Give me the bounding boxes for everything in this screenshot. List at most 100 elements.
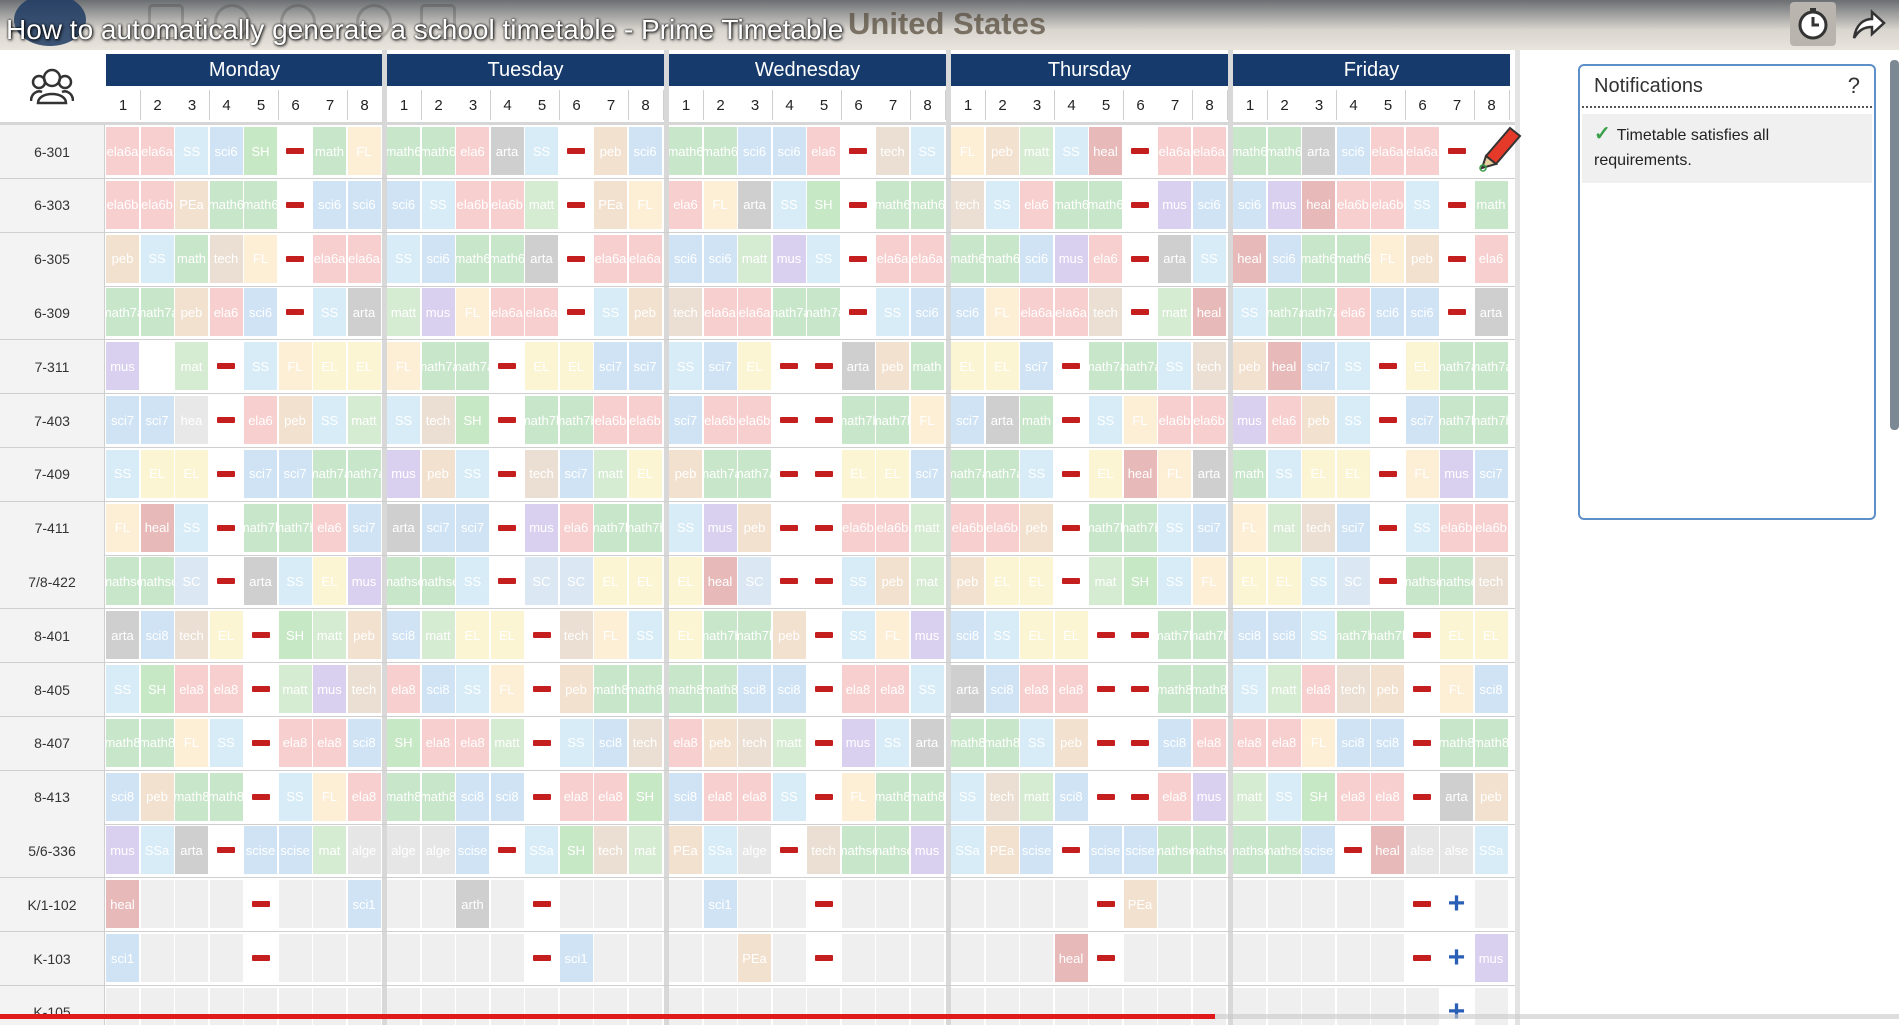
free-period-cell[interactable] [1440,127,1473,175]
lesson-cell[interactable]: FL [456,288,489,337]
lesson-cell[interactable]: arta [1440,772,1473,821]
lesson-cell[interactable]: sci1 [559,934,593,982]
empty-cell[interactable] [1302,880,1335,929]
free-period-cell[interactable] [1371,503,1404,552]
lesson-cell[interactable]: ela6b [140,180,174,229]
lesson-cell[interactable]: SSa [951,826,984,875]
class-label[interactable]: 7-411 [0,501,105,555]
lesson-cell[interactable]: math7a [1123,342,1157,391]
lesson-cell[interactable]: mathse [1233,826,1266,875]
lesson-cell[interactable]: arta [910,718,944,767]
lesson-cell[interactable]: SS [1054,127,1088,175]
lesson-cell[interactable]: SS [876,718,909,767]
empty-cell[interactable] [1192,934,1226,982]
lesson-cell[interactable]: arta [985,396,1019,444]
lesson-cell[interactable]: mathse [1192,826,1226,875]
lesson-cell[interactable]: math8 [175,772,208,821]
lesson-cell[interactable]: ela6a [490,288,524,337]
free-period-cell[interactable] [559,288,593,337]
lesson-cell[interactable]: ela8 [1020,665,1053,713]
class-label[interactable]: 8-413 [0,770,105,824]
lesson-cell[interactable]: mus [841,718,875,767]
free-period-cell[interactable] [525,718,558,767]
lesson-cell[interactable]: SS [456,449,489,498]
lesson-cell[interactable]: sci8 [1336,718,1370,767]
lesson-cell[interactable]: FL [876,611,909,660]
lesson-cell[interactable]: math7a [313,449,346,498]
lesson-cell[interactable]: EL [628,449,662,498]
lesson-cell[interactable]: peb [1054,718,1088,767]
lesson-cell[interactable]: math7b [1440,396,1473,444]
lesson-cell[interactable]: SS [1158,342,1191,391]
lesson-cell[interactable]: ela6a [347,234,381,283]
lesson-cell[interactable]: sci8 [1054,772,1088,821]
lesson-cell[interactable]: sci7 [559,449,593,498]
lesson-cell[interactable]: math7a [703,449,737,498]
free-period-cell[interactable] [807,611,840,660]
undo-icon[interactable] [280,4,316,40]
lesson-cell[interactable]: math7b [876,396,909,444]
lesson-cell[interactable]: math7b [1192,611,1226,660]
lesson-cell[interactable]: SS [1267,449,1301,498]
empty-cell[interactable] [1020,880,1053,929]
empty-cell[interactable] [876,880,909,929]
lesson-cell[interactable]: arta [1302,127,1335,175]
lesson-cell[interactable]: ela6 [1336,288,1370,337]
lesson-cell[interactable]: math7a [1089,342,1122,391]
lesson-cell[interactable]: matt [772,718,806,767]
edit-pencil[interactable] [1476,120,1526,172]
lesson-cell[interactable]: SS [1233,288,1266,337]
empty-cell[interactable] [1371,934,1404,982]
empty-cell[interactable] [1233,880,1266,929]
lesson-cell[interactable]: sci8 [490,772,524,821]
lesson-cell[interactable]: FL [703,180,737,229]
empty-cell[interactable] [525,987,558,1025]
day-header-friday[interactable]: Friday [1233,54,1510,86]
lesson-cell[interactable]: arta [175,826,208,875]
lesson-cell[interactable]: tech [559,611,593,660]
lesson-cell[interactable]: math6 [421,127,455,175]
empty-cell[interactable] [1158,880,1191,929]
free-period-cell[interactable] [1371,396,1404,444]
lesson-cell[interactable]: arta [1474,288,1508,337]
lesson-cell[interactable]: ela6b [106,180,139,229]
lesson-cell[interactable]: sci7 [456,503,489,552]
vertical-scrollbar[interactable] [1890,60,1899,430]
free-period-cell[interactable] [1054,449,1088,498]
free-period-cell[interactable] [244,772,277,821]
lesson-cell[interactable]: mus [387,449,420,498]
lesson-cell[interactable]: sci7 [140,396,174,444]
empty-cell[interactable] [1054,880,1088,929]
class-label[interactable]: 8-407 [0,716,105,770]
lesson-cell[interactable]: FL [244,234,277,283]
lesson-cell[interactable]: math7b [278,503,312,552]
lesson-cell[interactable]: sci7 [1302,342,1335,391]
lesson-cell[interactable]: arta [490,127,524,175]
free-period-cell[interactable] [525,611,558,660]
lesson-cell[interactable]: math [1233,449,1266,498]
free-period-cell[interactable] [278,180,312,229]
lesson-cell[interactable]: mathse [876,826,909,875]
lesson-cell[interactable]: arta [244,557,277,606]
empty-cell[interactable] [421,880,455,929]
lesson-cell[interactable]: EL [1020,611,1053,660]
lesson-cell[interactable]: SS [1158,557,1191,606]
lesson-cell[interactable]: scise [1123,826,1157,875]
lesson-cell[interactable]: matt [347,396,381,444]
free-period-cell[interactable] [559,127,593,175]
lesson-cell[interactable]: EL [525,342,558,391]
classes-corner[interactable] [0,50,104,122]
lesson-cell[interactable]: ela8 [313,718,346,767]
lesson-cell[interactable]: tech [876,127,909,175]
empty-cell[interactable] [421,987,455,1025]
lesson-cell[interactable]: heal [106,880,139,929]
lesson-cell[interactable]: math6 [490,234,524,283]
lesson-cell[interactable]: matt [1020,127,1053,175]
lesson-cell[interactable]: SS [1405,503,1439,552]
lesson-cell[interactable]: sci7 [669,396,702,444]
empty-cell[interactable] [841,880,875,929]
lesson-cell[interactable]: SS [594,288,627,337]
lesson-cell[interactable]: ela8 [738,772,771,821]
empty-cell[interactable] [594,987,627,1025]
day-header-thursday[interactable]: Thursday [951,54,1228,86]
